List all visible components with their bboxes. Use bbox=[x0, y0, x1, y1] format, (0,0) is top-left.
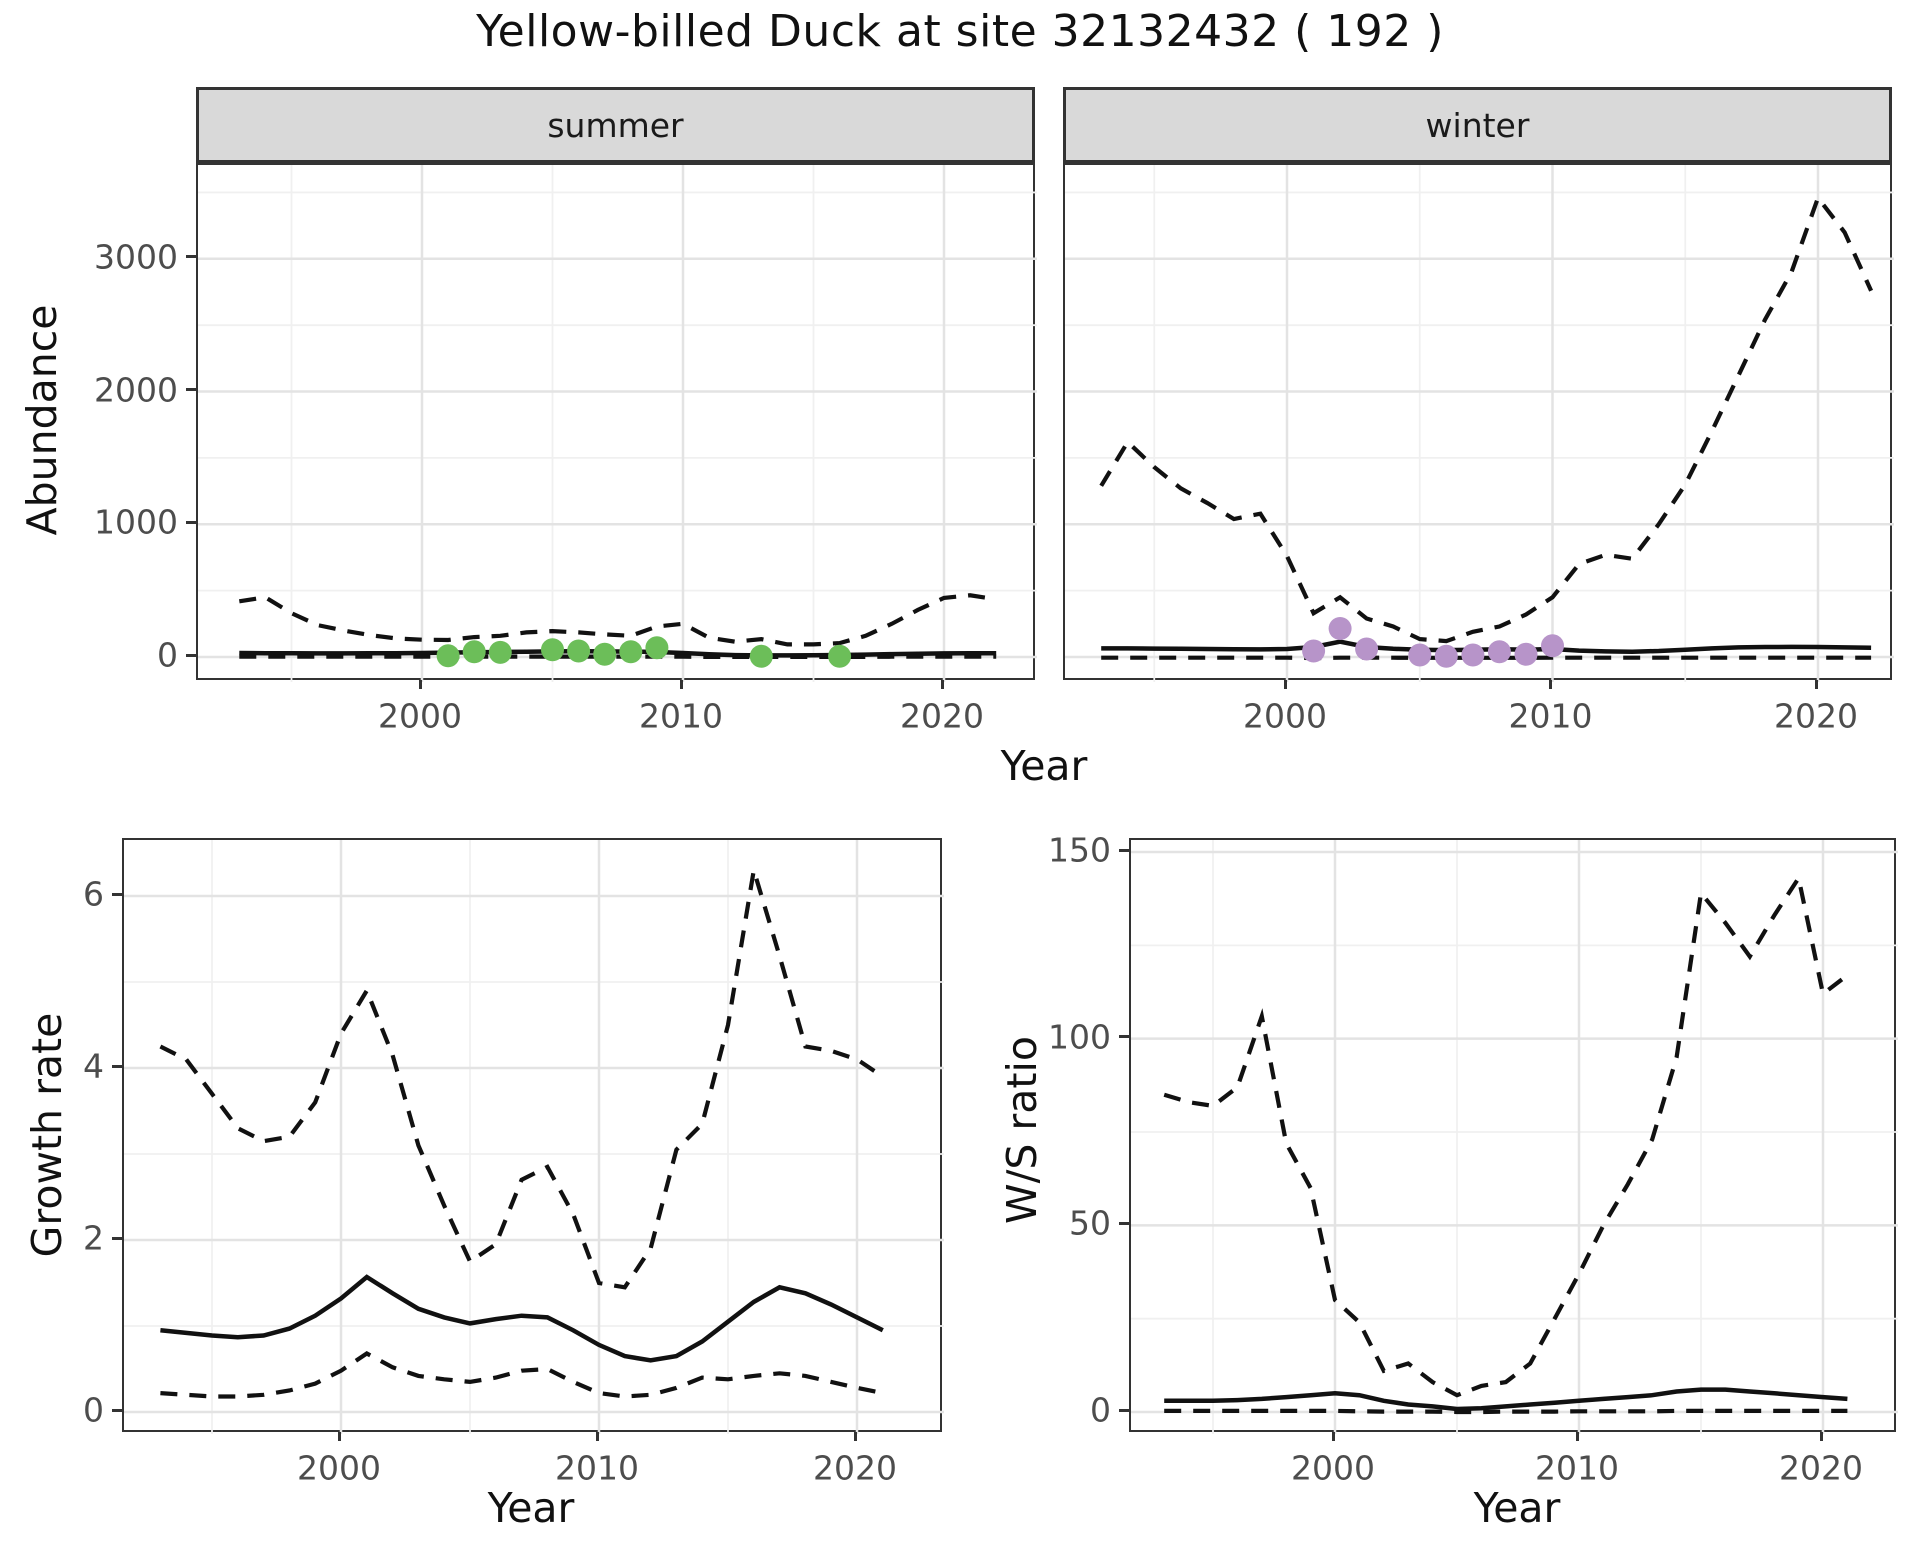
y-axis-title-ws-ratio: W/S ratio bbox=[998, 1036, 1046, 1224]
x-tick-mark bbox=[679, 680, 683, 689]
y-tick-label: 100 bbox=[1048, 1017, 1111, 1057]
series-mean bbox=[1164, 1387, 1848, 1412]
y-tick-label: 1000 bbox=[94, 502, 178, 542]
series-mean bbox=[239, 649, 997, 658]
y-tick-mark bbox=[1119, 1035, 1129, 1039]
observed-point-summer bbox=[462, 640, 486, 664]
series-upper_ci bbox=[1099, 193, 1874, 644]
observed-point-winter bbox=[1328, 617, 1352, 640]
abundance-summer-plot bbox=[198, 165, 1037, 682]
panel-abundance-winter bbox=[1063, 163, 1894, 682]
facet-strip-summer: summer bbox=[196, 87, 1035, 163]
observed-point-winter bbox=[1434, 644, 1458, 668]
y-tick-label: 3000 bbox=[94, 237, 178, 277]
observed-point-winter bbox=[1514, 642, 1538, 666]
x-axis-title-year-growth: Year bbox=[487, 1484, 575, 1532]
x-tick-label: 2000 bbox=[378, 696, 462, 736]
x-tick-mark bbox=[418, 680, 422, 689]
series-mean bbox=[1101, 639, 1872, 654]
observed-point-summer bbox=[436, 644, 460, 668]
series-upper_ci bbox=[159, 869, 884, 1290]
observed-point-summer bbox=[488, 640, 512, 664]
panel-abundance-summer bbox=[196, 163, 1037, 682]
x-tick-mark bbox=[853, 1432, 857, 1441]
observed-point-summer bbox=[541, 638, 564, 662]
observed-point-winter bbox=[1541, 634, 1564, 658]
x-tick-label: 2020 bbox=[813, 1448, 897, 1488]
x-tick-mark bbox=[1575, 1432, 1579, 1441]
y-tick-mark bbox=[1119, 1221, 1129, 1225]
y-tick-mark bbox=[1119, 848, 1129, 852]
y-tick-label: 150 bbox=[1048, 830, 1111, 870]
x-tick-label: 2020 bbox=[1779, 1448, 1863, 1488]
x-tick-label: 2000 bbox=[1291, 1448, 1375, 1488]
y-tick-label: 6 bbox=[83, 874, 104, 914]
observed-point-winter bbox=[1408, 643, 1432, 667]
y-tick-label: 0 bbox=[83, 1390, 104, 1430]
growth-rate-plot bbox=[124, 840, 944, 1434]
observed-point-winter bbox=[1355, 637, 1379, 661]
ws-ratio-plot bbox=[1131, 840, 1898, 1434]
x-tick-mark bbox=[1819, 1432, 1823, 1441]
observed-point-winter bbox=[1461, 643, 1485, 667]
x-tick-label: 2020 bbox=[1774, 696, 1858, 736]
x-tick-mark bbox=[940, 680, 944, 689]
y-tick-label: 0 bbox=[157, 635, 178, 675]
x-axis-title-year-ws: Year bbox=[1473, 1484, 1561, 1532]
facet-strip-winter: winter bbox=[1063, 87, 1892, 163]
observed-point-summer bbox=[593, 642, 617, 666]
x-tick-label: 2000 bbox=[1243, 696, 1327, 736]
series-lower_ci bbox=[160, 1351, 884, 1399]
series-upper_ci bbox=[238, 593, 997, 647]
x-tick-label: 2020 bbox=[900, 696, 984, 736]
x-tick-mark bbox=[1331, 1432, 1335, 1441]
y-tick-mark bbox=[112, 1236, 122, 1240]
observed-point-summer bbox=[619, 640, 643, 664]
y-tick-mark bbox=[112, 892, 122, 896]
y-tick-mark bbox=[186, 388, 196, 392]
observed-point-summer bbox=[567, 639, 591, 663]
x-tick-label: 2010 bbox=[1508, 696, 1593, 736]
series-mean bbox=[160, 1274, 884, 1363]
y-tick-mark bbox=[1119, 1408, 1129, 1412]
y-tick-mark bbox=[112, 1064, 122, 1068]
y-tick-label: 0 bbox=[1090, 1390, 1111, 1430]
y-tick-mark bbox=[186, 255, 196, 259]
observed-point-summer bbox=[645, 636, 669, 660]
x-axis-title-year-top: Year bbox=[1000, 742, 1088, 790]
x-tick-mark bbox=[1814, 680, 1818, 689]
series-upper_ci bbox=[1163, 872, 1849, 1398]
plot-title: Yellow-billed Duck at site 32132432 ( 19… bbox=[476, 6, 1444, 57]
x-tick-mark bbox=[595, 1432, 599, 1441]
y-tick-label: 2 bbox=[83, 1218, 104, 1258]
panel-growth-rate bbox=[122, 838, 944, 1434]
x-tick-label: 2000 bbox=[297, 1448, 381, 1488]
x-tick-label: 2010 bbox=[639, 696, 723, 736]
observed-point-summer bbox=[828, 644, 852, 668]
y-tick-label: 50 bbox=[1069, 1203, 1111, 1243]
y-tick-mark bbox=[112, 1408, 122, 1412]
observed-point-winter bbox=[1487, 640, 1511, 664]
abundance-winter-plot bbox=[1065, 165, 1894, 682]
x-tick-mark bbox=[1549, 680, 1552, 689]
x-tick-label: 2010 bbox=[1535, 1448, 1619, 1488]
y-tick-mark bbox=[186, 520, 196, 524]
panel-ws-ratio bbox=[1129, 838, 1898, 1434]
y-axis-title-abundance: Abundance bbox=[18, 304, 66, 536]
observed-point-summer bbox=[749, 644, 773, 668]
x-tick-mark bbox=[1283, 680, 1287, 689]
y-tick-mark bbox=[186, 653, 196, 657]
x-tick-mark bbox=[337, 1432, 341, 1441]
y-tick-label: 4 bbox=[83, 1046, 104, 1086]
y-tick-label: 2000 bbox=[94, 370, 178, 410]
x-tick-label: 2010 bbox=[555, 1448, 639, 1488]
observed-point-winter bbox=[1302, 639, 1326, 663]
